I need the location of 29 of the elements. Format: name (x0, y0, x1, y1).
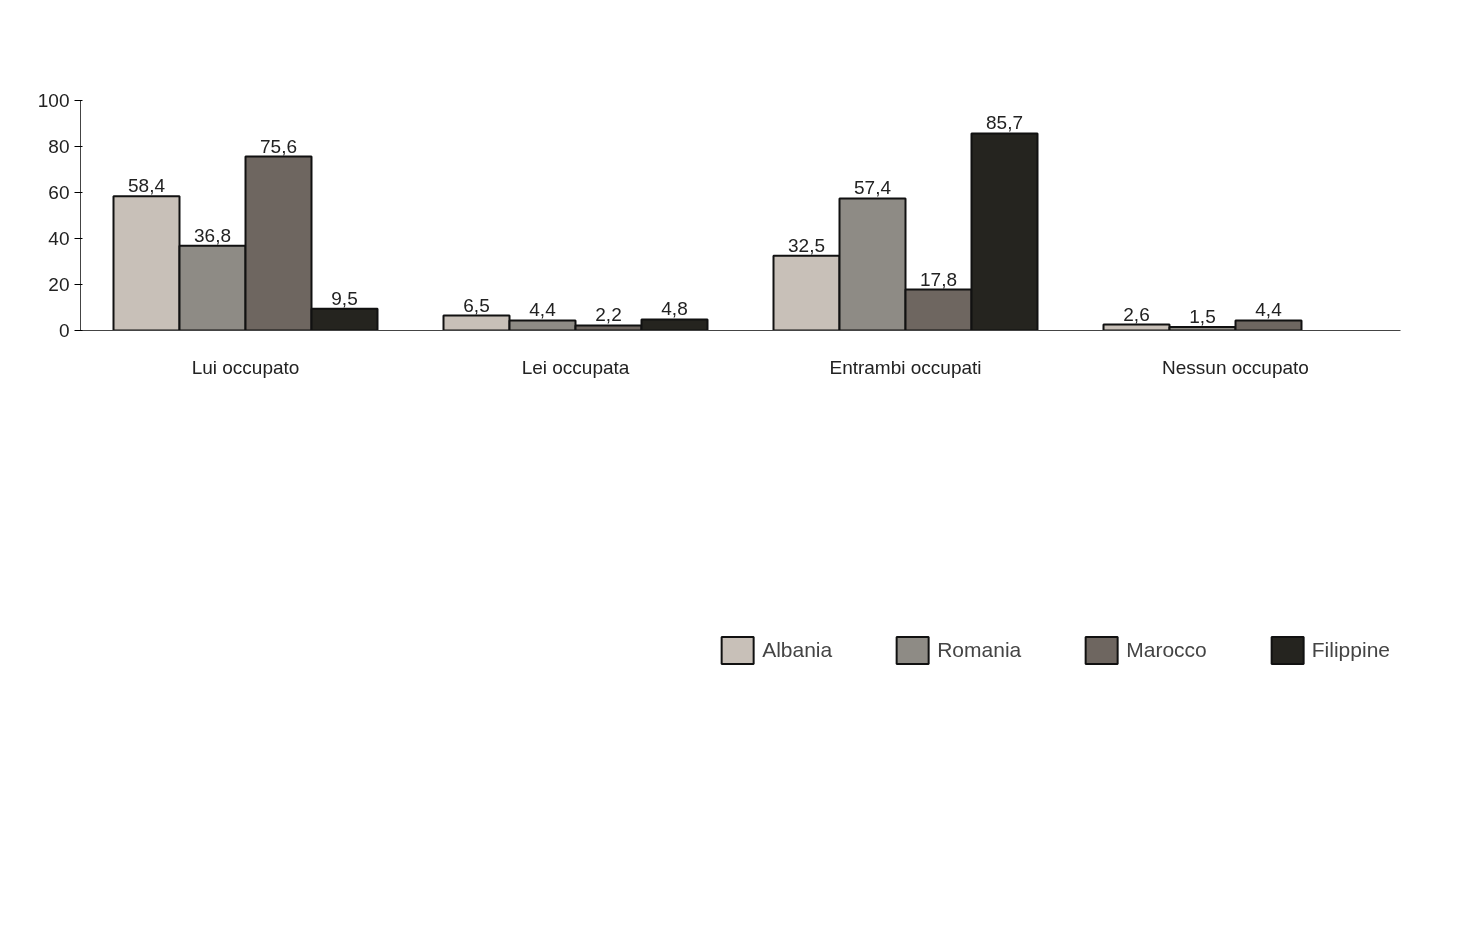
data-label: 85,7 (986, 112, 1023, 134)
data-label: 6,5 (463, 294, 490, 316)
legend-label: Romania (937, 638, 1022, 662)
data-label: 58,4 (128, 175, 166, 197)
data-label: 32,5 (788, 234, 825, 256)
legend-label: Filippine (1311, 638, 1390, 662)
y-tick-label: 60 (48, 182, 70, 203)
y-tick-label: 80 (48, 136, 70, 157)
y-tick-label: 40 (48, 228, 70, 249)
data-label: 75,6 (260, 135, 297, 157)
data-label: 4,4 (1255, 299, 1283, 321)
legend-label: Albania (762, 638, 833, 662)
data-label: 4,4 (529, 299, 557, 321)
x-tick-label: Lei occupata (521, 356, 630, 378)
y-tick-label: 0 (58, 320, 70, 341)
data-label: 2,6 (1123, 303, 1150, 325)
legend-label: Marocco (1126, 638, 1207, 662)
x-tick-label: Entrambi occupati (829, 356, 982, 378)
data-label: 4,8 (661, 298, 688, 320)
data-label: 9,5 (331, 287, 358, 309)
x-tick-label: Nessun occupato (1162, 356, 1309, 378)
data-label: 17,8 (920, 268, 957, 290)
data-label: 36,8 (194, 224, 231, 246)
data-label: 1,5 (1189, 306, 1216, 328)
y-tick-label: 100 (37, 90, 70, 111)
y-tick-label: 20 (48, 274, 70, 295)
data-label: 2,2 (595, 304, 622, 326)
data-label: 57,4 (854, 177, 892, 199)
x-tick-label: Lui occupato (191, 356, 300, 378)
